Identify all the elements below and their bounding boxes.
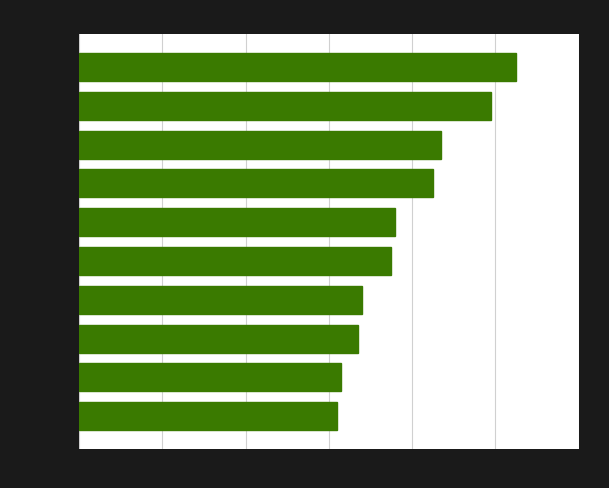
Bar bbox=[79, 364, 341, 391]
Bar bbox=[79, 286, 362, 314]
Bar bbox=[79, 53, 516, 81]
Bar bbox=[79, 247, 391, 275]
Bar bbox=[79, 208, 395, 236]
Bar bbox=[79, 402, 337, 430]
Bar bbox=[79, 325, 358, 352]
Bar bbox=[79, 169, 433, 197]
Bar bbox=[79, 131, 441, 159]
Bar bbox=[79, 92, 491, 120]
